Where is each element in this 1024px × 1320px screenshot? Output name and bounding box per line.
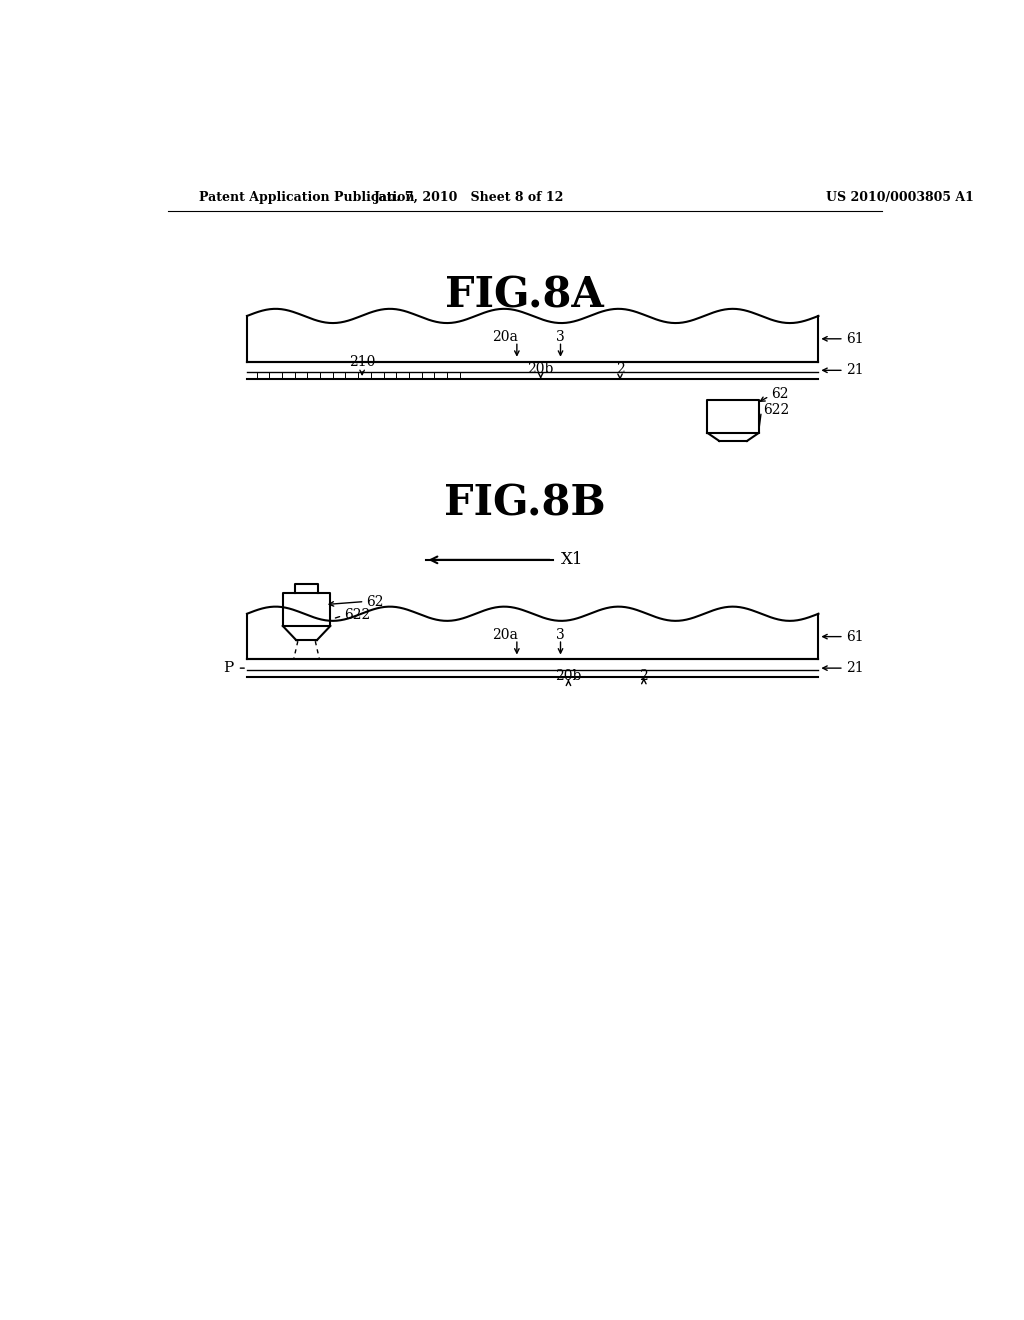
Text: 20b: 20b: [527, 362, 554, 376]
Text: 622: 622: [763, 404, 790, 417]
Text: 21: 21: [846, 661, 864, 675]
Text: P: P: [223, 661, 233, 675]
Text: 20a: 20a: [492, 330, 518, 345]
Text: 622: 622: [344, 607, 370, 622]
Text: 3: 3: [556, 628, 565, 642]
Text: 62: 62: [367, 594, 384, 609]
Text: 61: 61: [846, 331, 864, 346]
Text: 62: 62: [771, 387, 788, 401]
Text: 21: 21: [846, 363, 864, 378]
Text: 20a: 20a: [492, 628, 518, 642]
Text: 20b: 20b: [555, 669, 582, 682]
Text: FIG.8B: FIG.8B: [444, 483, 605, 525]
Text: US 2010/0003805 A1: US 2010/0003805 A1: [826, 190, 974, 203]
Text: 3: 3: [556, 330, 565, 345]
Text: Jan. 7, 2010   Sheet 8 of 12: Jan. 7, 2010 Sheet 8 of 12: [374, 190, 564, 203]
Text: 61: 61: [846, 630, 864, 644]
Text: FIG.8A: FIG.8A: [445, 275, 604, 317]
Text: 2: 2: [639, 669, 648, 682]
Text: 210: 210: [349, 355, 376, 368]
Text: Patent Application Publication: Patent Application Publication: [200, 190, 415, 203]
Text: X1: X1: [560, 552, 583, 569]
Text: 2: 2: [615, 362, 625, 376]
